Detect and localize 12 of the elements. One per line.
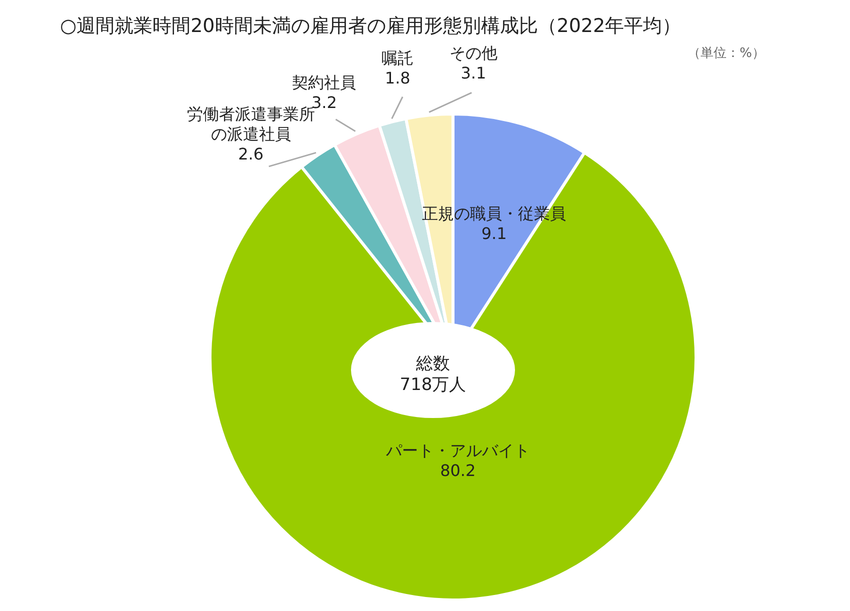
slice-label: その他 <box>449 44 498 63</box>
data-label: 1.8 <box>384 68 410 88</box>
data-label: 80.2 <box>440 461 476 480</box>
chart-title: ○週間就業時間20時間未満の雇用者の雇用形態別構成比（2022年平均） <box>60 15 682 37</box>
data-label: 2.6 <box>238 144 264 164</box>
data-label: 3.1 <box>460 64 486 83</box>
slice-label: パート・アルバイト <box>384 441 530 460</box>
slice-label: 契約社員 <box>292 73 356 92</box>
data-label: 9.1 <box>481 224 507 244</box>
text: 総数 718万人 <box>400 354 466 395</box>
text: （単位：%） <box>688 46 765 61</box>
slice-label: 嘱託 <box>382 48 414 68</box>
